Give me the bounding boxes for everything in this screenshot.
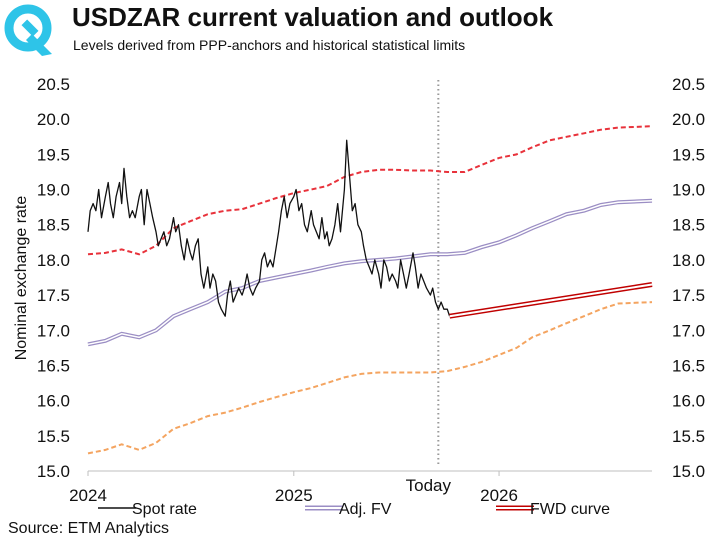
legend-label: FWD curve: [530, 501, 610, 518]
y-tick-label-left: 15.5: [37, 427, 70, 446]
legend: Spot rate Adj. FV FWD curve: [98, 501, 610, 518]
chart-subtitle: Levels derived from PPP-anchors and hist…: [73, 37, 466, 53]
upper-limit-line: [87, 125, 653, 256]
y-tick-label-right: 18.5: [672, 216, 705, 235]
adj-fv-line-inner: [87, 200, 653, 346]
y-axis-title: Nominal exchange rate: [13, 196, 30, 361]
axes-group: 15.0 15.0 15.5 15.5 16.0 16.0 16.5 16.5 17.0 17.0…: [13, 75, 705, 505]
y-tick-label-left: 16.5: [37, 356, 70, 375]
x-tick-label: 2026: [480, 486, 518, 505]
x-tick-label: 2024: [69, 486, 107, 505]
y-tick-label-left: 15.0: [37, 462, 70, 481]
series-group: [87, 125, 653, 455]
y-tick-label-left: 17.0: [37, 321, 70, 340]
fwd-curve-line: [449, 282, 653, 319]
y-tick-label-right: 19.0: [672, 181, 705, 200]
etm-logo: [4, 4, 52, 56]
y-tick-label-right: 19.5: [672, 145, 705, 164]
y-tick-label-right: 15.0: [672, 462, 705, 481]
y-tick-label-left: 16.0: [37, 392, 70, 411]
legend-item-fwd-curve: FWD curve: [496, 501, 610, 518]
y-tick-label-left: 17.5: [37, 286, 70, 305]
y-tick-label-left: 19.5: [37, 145, 70, 164]
adj-fv-line: [87, 198, 653, 347]
spot-rate-line: [87, 139, 451, 317]
x-tick-label: 2025: [275, 486, 313, 505]
chart-title: USDZAR current valuation and outlook: [72, 2, 554, 32]
y-tick-label-right: 16.5: [672, 356, 705, 375]
legend-item-adj-fv: Adj. FV: [305, 501, 392, 518]
y-tick-label-right: 17.0: [672, 321, 705, 340]
y-tick-label-right: 18.0: [672, 251, 705, 270]
y-tick-label-left: 20.0: [37, 110, 70, 129]
y-tick-label-left: 20.5: [37, 75, 70, 94]
y-tick-label-right: 20.5: [672, 75, 705, 94]
lower-limit-line: [87, 301, 653, 455]
today-label: Today: [406, 476, 452, 495]
y-tick-label-right: 17.5: [672, 286, 705, 305]
y-tick-label-left: 19.0: [37, 181, 70, 200]
y-tick-label-right: 16.0: [672, 392, 705, 411]
fwd-curve-line-inner: [449, 283, 653, 318]
legend-label: Spot rate: [132, 501, 197, 518]
y-tick-label-right: 20.0: [672, 110, 705, 129]
legend-item-spot-rate: Spot rate: [98, 501, 197, 518]
y-tick-label-right: 15.5: [672, 427, 705, 446]
legend-label: Adj. FV: [339, 501, 392, 518]
y-tick-label-left: 18.0: [37, 251, 70, 270]
y-tick-label-left: 18.5: [37, 216, 70, 235]
source-note: Source: ETM Analytics: [8, 520, 169, 537]
